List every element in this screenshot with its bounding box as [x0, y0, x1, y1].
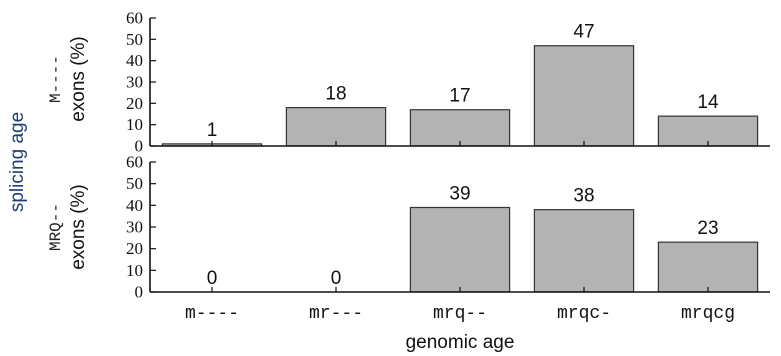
bottom-bars: 0 0 39 38 23: [207, 184, 759, 293]
top-y-tick-label: 20: [126, 94, 143, 113]
top-panel: 1 18 17 47 14 0 10 20 30 40 50 60: [126, 9, 770, 156]
top-data-label: 14: [697, 92, 719, 113]
top-y-tick-label: 60: [126, 9, 143, 28]
bottom-bar-mrqcg: [657, 241, 759, 293]
top-bar-mr: [285, 106, 387, 147]
top-axes: 0 10 20 30 40 50 60: [126, 9, 770, 156]
bottom-data-label: 0: [331, 268, 342, 289]
splicing-age-title: splicing age: [7, 112, 28, 212]
bottom-y-tick-label: 50: [126, 174, 143, 193]
top-bar-mrq: [409, 109, 511, 147]
bottom-y-tick-label: 60: [126, 153, 143, 172]
bottom-y-tick-label: 10: [126, 261, 143, 280]
top-y-tick-label: 40: [126, 51, 143, 70]
x-category-label: mrq--: [433, 304, 487, 324]
bottom-bar-mrqc: [533, 209, 635, 293]
bottom-y-tick-label: 40: [126, 196, 143, 215]
bottom-y-axis-title: exons (%): [68, 184, 89, 270]
x-category-label: mrqcg: [681, 304, 735, 324]
bottom-data-label: 39: [449, 184, 470, 205]
top-data-label: 1: [207, 120, 218, 141]
top-y-tick-label: 50: [126, 30, 143, 49]
bottom-y-tick-label: 0: [135, 283, 144, 302]
top-y-tick-label: 10: [126, 115, 143, 134]
bottom-axes: 0 10 20 30 40 50 60 m---- mr--- mrq-- mrqc-mrqcg: [126, 153, 770, 324]
bottom-y-tick-label: 30: [126, 218, 143, 237]
bottom-data-label: 0: [207, 268, 218, 289]
bottom-bar-mrq: [409, 206, 511, 293]
bottom-panel-tag: MRQ--: [47, 203, 65, 251]
top-bar-mrqcg: [657, 115, 759, 147]
top-y-tick-label: 0: [135, 137, 144, 156]
top-data-label: 18: [325, 84, 346, 105]
top-bar-mrqc: [533, 45, 635, 147]
top-bars: 1 18 17 47 14: [161, 22, 759, 147]
bottom-data-label: 38: [573, 186, 594, 207]
bottom-data-label: 23: [697, 218, 718, 239]
bottom-panel: 0 0 39 38 23 0 10 20 30 40 50 60 m---- mr--- mrq-- mrq…: [126, 153, 770, 324]
top-data-label: 47: [573, 22, 594, 43]
top-y-tick-label: 30: [126, 73, 143, 92]
top-y-axis-title: exons (%): [68, 36, 89, 122]
x-category-label: mr---: [309, 304, 363, 324]
top-data-label: 17: [449, 86, 470, 107]
x-category-label: mrqc-: [557, 304, 611, 324]
bottom-y-tick-label: 20: [126, 239, 143, 258]
top-panel-tag: M----: [47, 55, 65, 103]
x-axis-title: genomic age: [406, 332, 515, 353]
x-category-label: m----: [185, 304, 239, 324]
